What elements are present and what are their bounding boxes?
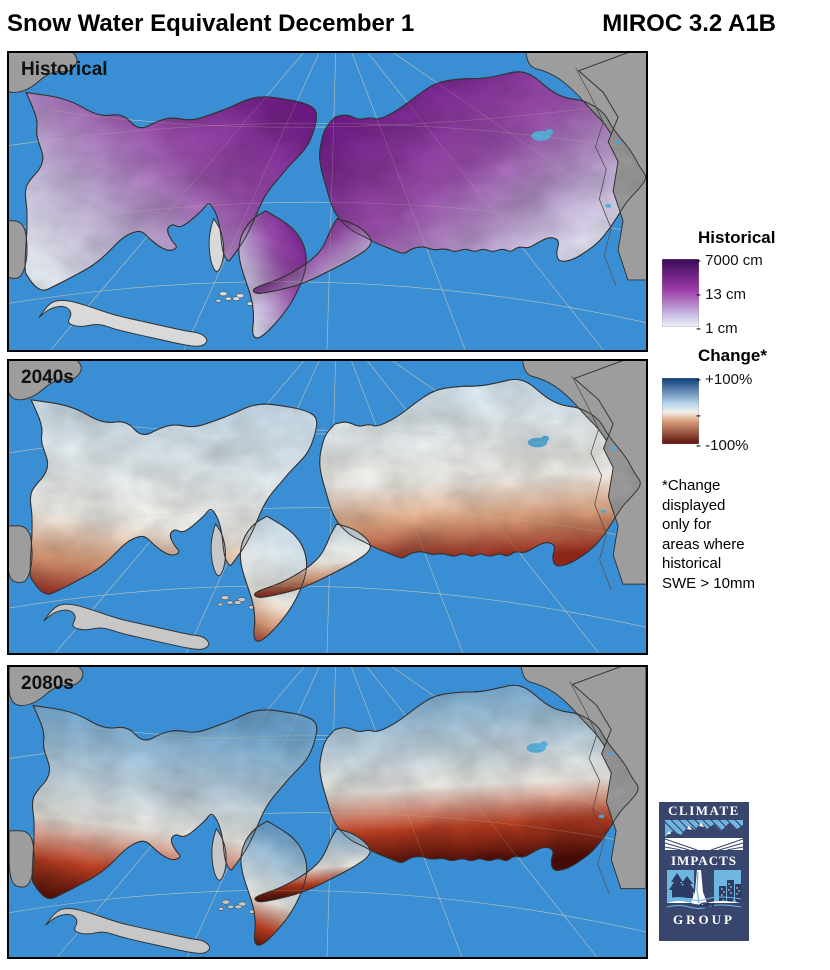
svg-text:IMPACTS: IMPACTS xyxy=(671,853,737,868)
svg-text:CLIMATE: CLIMATE xyxy=(668,803,740,818)
svg-text:GROUP: GROUP xyxy=(673,912,735,927)
